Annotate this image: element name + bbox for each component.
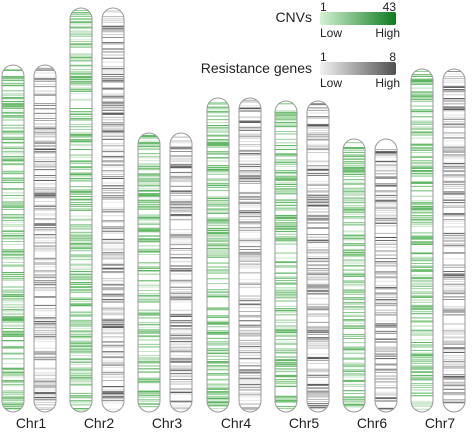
chr3-label: Chr3 — [151, 415, 183, 431]
chr7-cnv-track — [410, 68, 434, 413]
chr2-resistance-track — [101, 7, 125, 413]
chr2-cnv-track — [69, 7, 93, 413]
chr6-label: Chr6 — [356, 415, 388, 431]
chr5-resistance-track — [306, 100, 330, 413]
resistance-legend-min: 1 — [320, 50, 327, 64]
chr4-resistance-track — [238, 97, 262, 413]
chr1-cnv-track — [1, 64, 25, 413]
chr5-label: Chr5 — [288, 415, 320, 431]
chr6-resistance-track — [374, 138, 398, 413]
resistance-legend-high: High — [375, 76, 400, 90]
chr7-resistance-track — [442, 68, 466, 413]
cnv-legend-low: Low — [320, 26, 343, 40]
cnv-legend-high: High — [375, 26, 400, 40]
chr5-cnv-track — [274, 100, 298, 413]
cnv-legend-max: 43 — [382, 0, 396, 14]
chr3-cnv-track — [137, 132, 161, 413]
cnv-legend-min: 1 — [320, 0, 327, 14]
chr1-resistance-track — [33, 64, 57, 413]
chr6-cnv-track — [342, 138, 366, 413]
chr4-cnv-track — [206, 97, 230, 413]
chr1-label: Chr1 — [15, 415, 47, 431]
resistance-legend-max: 8 — [389, 50, 396, 64]
resistance-legend-title: Resistance genes — [200, 60, 312, 76]
cnv-legend-title: CNVs — [275, 9, 312, 25]
cnv-color-scale — [320, 12, 396, 25]
chr3-resistance-track — [169, 132, 193, 413]
resistance-legend-low: Low — [320, 76, 343, 90]
chr4-label: Chr4 — [220, 415, 252, 431]
chr2-label: Chr2 — [83, 415, 115, 431]
resistance-color-scale — [320, 62, 396, 75]
chr7-label: Chr7 — [424, 415, 456, 431]
